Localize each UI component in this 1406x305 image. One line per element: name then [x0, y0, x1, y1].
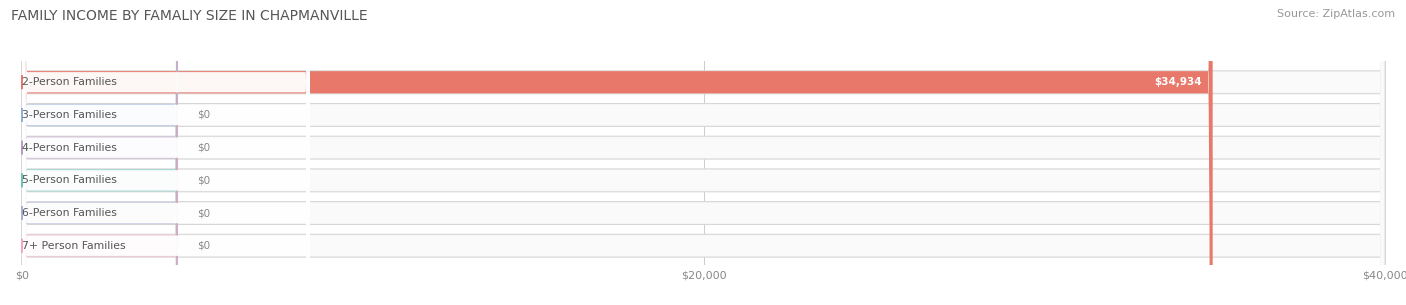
FancyBboxPatch shape: [22, 0, 309, 305]
Text: FAMILY INCOME BY FAMALIY SIZE IN CHAPMANVILLE: FAMILY INCOME BY FAMALIY SIZE IN CHAPMAN…: [11, 9, 368, 23]
Text: 3-Person Families: 3-Person Families: [22, 110, 117, 120]
FancyBboxPatch shape: [24, 0, 1384, 305]
FancyBboxPatch shape: [22, 0, 179, 305]
FancyBboxPatch shape: [24, 0, 1384, 305]
FancyBboxPatch shape: [22, 0, 179, 305]
Text: 2-Person Families: 2-Person Families: [22, 77, 117, 87]
FancyBboxPatch shape: [24, 0, 1384, 305]
FancyBboxPatch shape: [22, 0, 1385, 305]
FancyBboxPatch shape: [22, 0, 1385, 305]
FancyBboxPatch shape: [22, 0, 309, 305]
FancyBboxPatch shape: [22, 0, 309, 305]
Text: $0: $0: [197, 143, 211, 152]
FancyBboxPatch shape: [24, 0, 1384, 305]
FancyBboxPatch shape: [22, 0, 179, 305]
FancyBboxPatch shape: [22, 0, 1385, 305]
FancyBboxPatch shape: [22, 0, 1385, 305]
FancyBboxPatch shape: [22, 0, 309, 305]
Text: Source: ZipAtlas.com: Source: ZipAtlas.com: [1277, 9, 1395, 19]
FancyBboxPatch shape: [22, 0, 1385, 305]
Text: 5-Person Families: 5-Person Families: [22, 175, 117, 185]
FancyBboxPatch shape: [22, 0, 309, 305]
Text: $0: $0: [197, 208, 211, 218]
FancyBboxPatch shape: [24, 0, 1384, 305]
Text: $0: $0: [197, 175, 211, 185]
FancyBboxPatch shape: [22, 0, 1385, 305]
FancyBboxPatch shape: [22, 0, 179, 305]
Text: $0: $0: [197, 241, 211, 251]
FancyBboxPatch shape: [22, 0, 179, 305]
FancyBboxPatch shape: [24, 0, 1384, 305]
FancyBboxPatch shape: [22, 0, 1212, 305]
Text: $0: $0: [197, 110, 211, 120]
Text: $34,934: $34,934: [1154, 77, 1202, 87]
Text: 6-Person Families: 6-Person Families: [22, 208, 117, 218]
Text: 7+ Person Families: 7+ Person Families: [22, 241, 125, 251]
Text: 4-Person Families: 4-Person Families: [22, 143, 117, 152]
FancyBboxPatch shape: [22, 0, 309, 305]
